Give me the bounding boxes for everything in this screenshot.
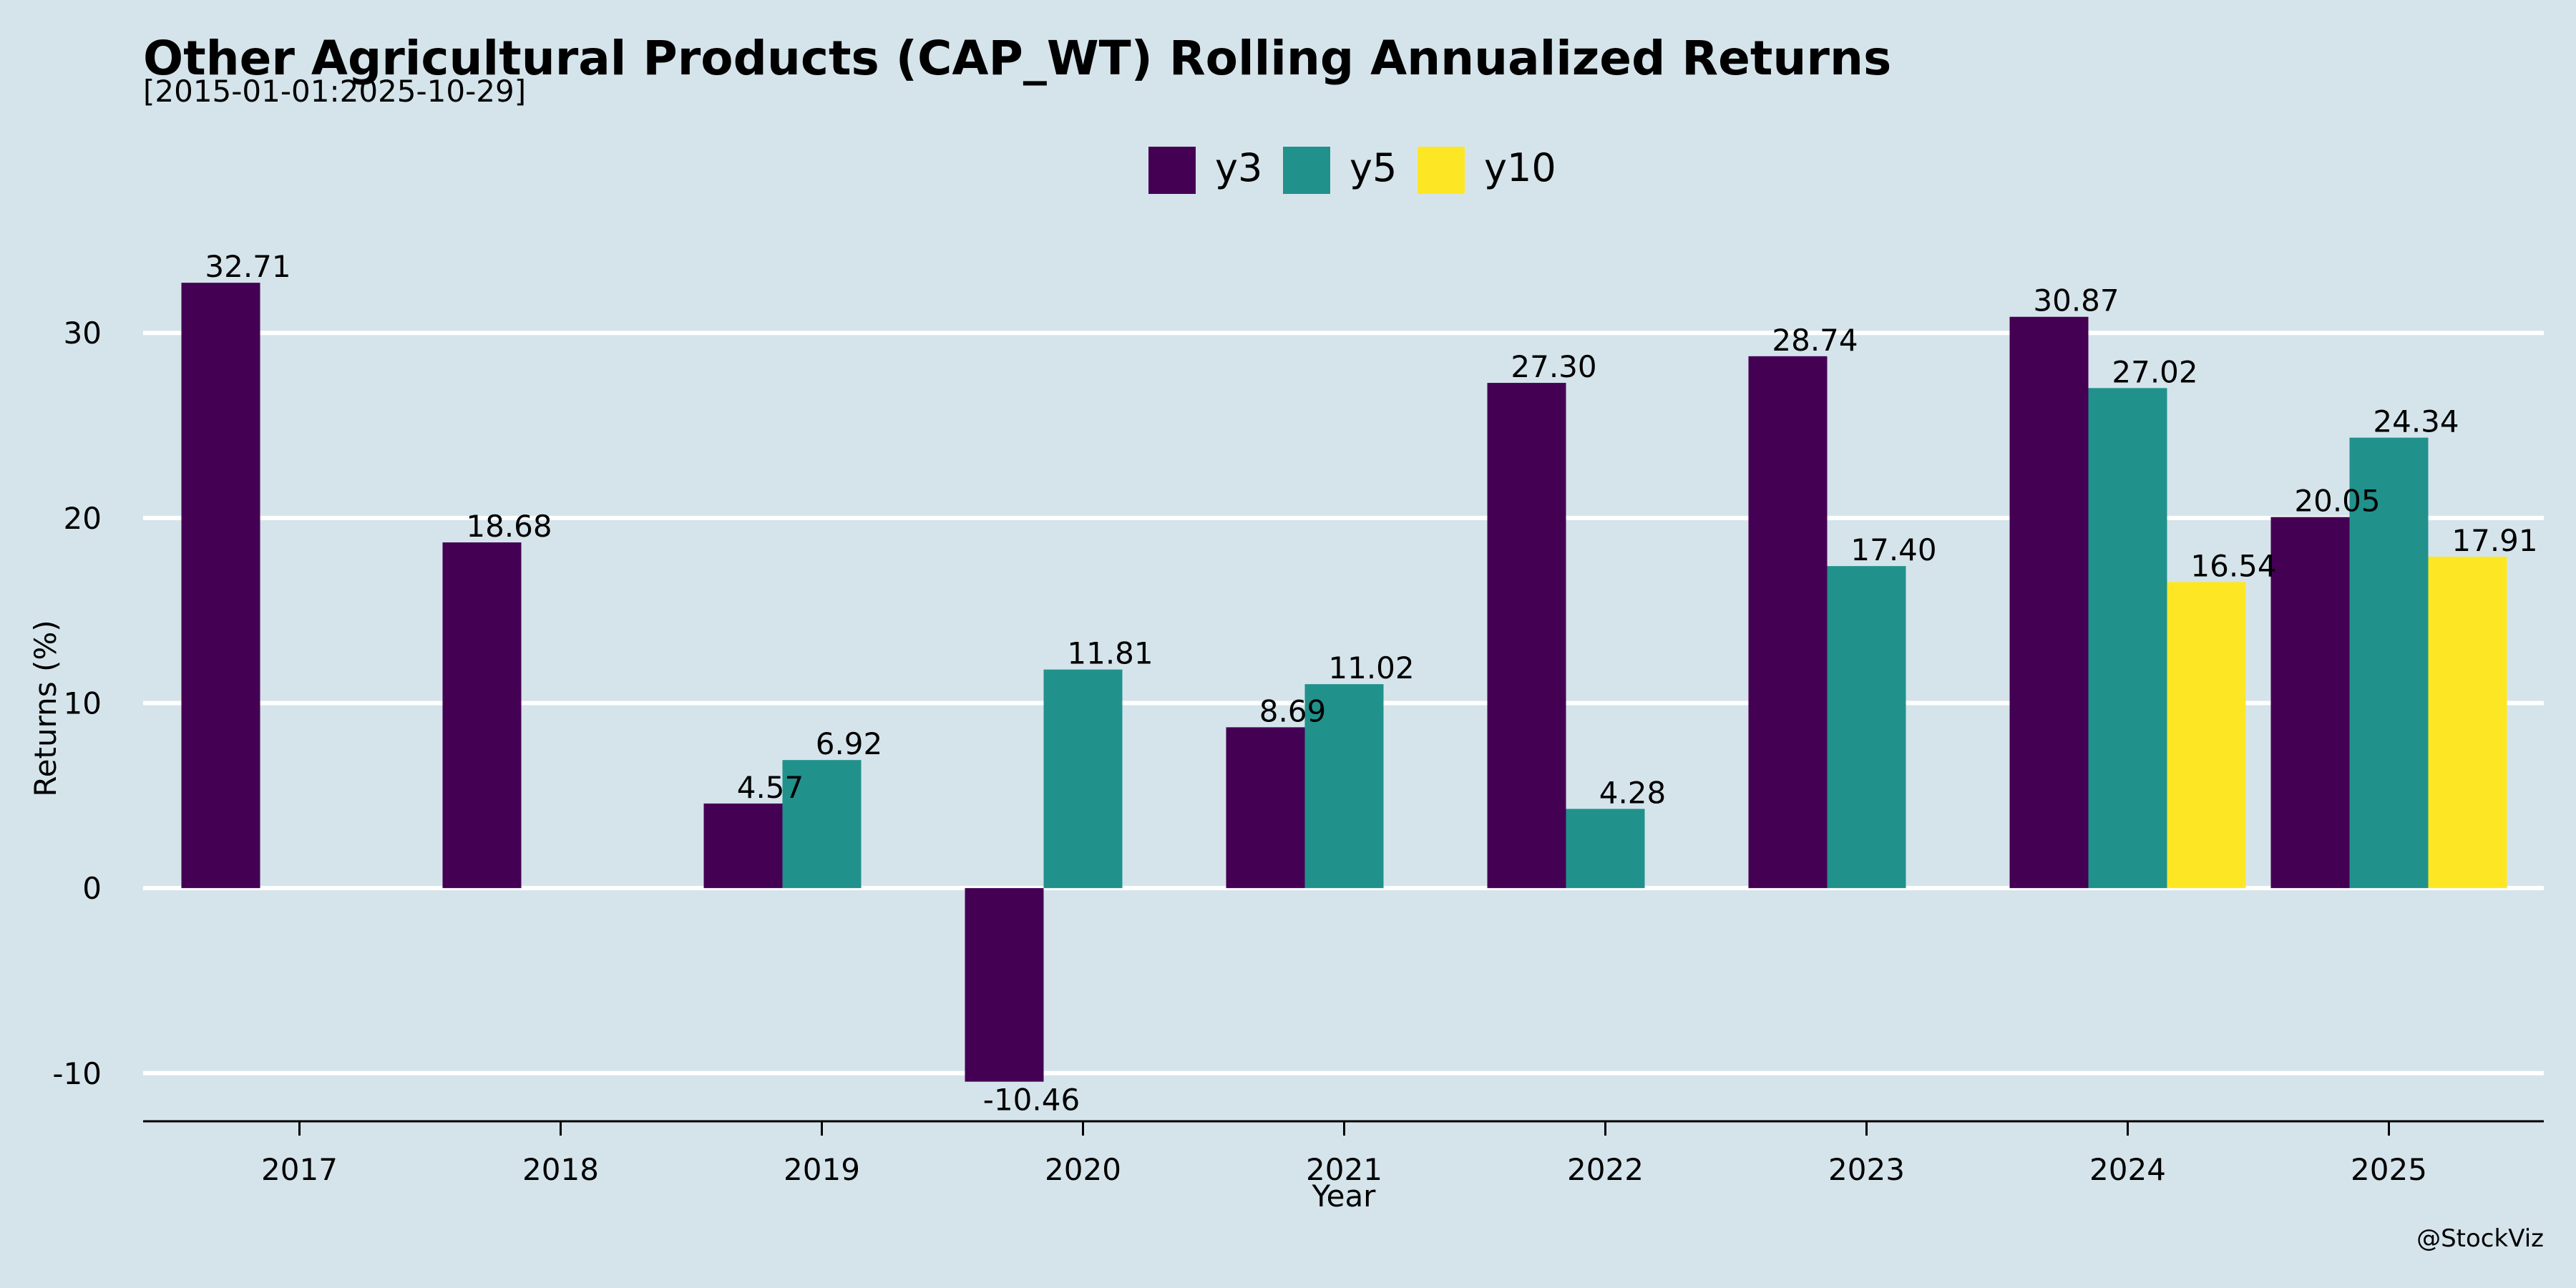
chart-subtitle: [2015-01-01:2025-10-29] bbox=[143, 74, 526, 109]
y-axis-label: Returns (%) bbox=[28, 620, 63, 796]
x-tick-label: 2020 bbox=[1045, 1152, 1121, 1187]
bar-y3-2025 bbox=[2270, 517, 2350, 889]
bar-y3-2021 bbox=[1226, 727, 1305, 889]
x-axis-label: Year bbox=[1312, 1179, 1377, 1214]
legend-label-y3: y3 bbox=[1215, 145, 1262, 190]
data-label-y3-2023: 28.74 bbox=[1772, 323, 1858, 358]
data-label-y5-2021: 11.02 bbox=[1328, 650, 1414, 686]
y-tick-label: 0 bbox=[82, 871, 102, 906]
x-tick-label: 2018 bbox=[522, 1152, 599, 1187]
data-label-y3-2022: 27.30 bbox=[1511, 349, 1596, 384]
chart-title: Other Agricultural Products (CAP_WT) Rol… bbox=[143, 31, 1891, 86]
data-label-y10-2024: 16.54 bbox=[2190, 548, 2276, 583]
data-label-y5-2024: 27.02 bbox=[2112, 354, 2197, 389]
legend-label-y10: y10 bbox=[1484, 145, 1556, 190]
legend-item-y10: y10 bbox=[1418, 145, 1556, 194]
legend-label-y5: y5 bbox=[1350, 145, 1397, 190]
bar-y3-2020 bbox=[965, 888, 1044, 1082]
bar-y5-2022 bbox=[1566, 809, 1645, 889]
data-label-y3-2017: 32.71 bbox=[205, 249, 291, 284]
data-label-y5-2022: 4.28 bbox=[1599, 775, 1667, 810]
y-axis: -10 0 10 20 30 bbox=[52, 316, 102, 1091]
bar-y3-2022 bbox=[1487, 383, 1566, 889]
x-tick-label: 2025 bbox=[2351, 1152, 2427, 1187]
legend-item-y5: y5 bbox=[1283, 145, 1397, 194]
y-tick-label: -10 bbox=[52, 1056, 102, 1091]
legend-item-y3: y3 bbox=[1148, 145, 1262, 194]
x-tick-label: 2021 bbox=[1306, 1152, 1382, 1187]
y-tick-label: 30 bbox=[64, 316, 102, 351]
data-label-y3-2024: 30.87 bbox=[2033, 283, 2119, 318]
legend-swatch-y10 bbox=[1418, 147, 1465, 194]
data-label-y3-2020: -10.46 bbox=[983, 1083, 1080, 1118]
data-label-y3-2021: 8.69 bbox=[1259, 693, 1327, 728]
bar-y5-2023 bbox=[1827, 566, 1906, 889]
bar-y5-2021 bbox=[1304, 684, 1384, 889]
bar-y3-2024 bbox=[2009, 316, 2089, 889]
bar-y5-2019 bbox=[782, 760, 862, 889]
data-label-y5-2019: 6.92 bbox=[816, 726, 883, 761]
y-tick-label: 20 bbox=[64, 501, 102, 536]
data-label-y3-2025: 20.05 bbox=[2294, 484, 2380, 519]
bar-y5-2025 bbox=[2349, 437, 2429, 889]
data-label-y3-2018: 18.68 bbox=[466, 509, 552, 544]
bar-y5-2024 bbox=[2088, 388, 2167, 889]
legend-swatch-y3 bbox=[1148, 147, 1196, 194]
x-tick-label: 2022 bbox=[1567, 1152, 1644, 1187]
data-label-y5-2020: 11.81 bbox=[1067, 636, 1153, 671]
bar-y3-2019 bbox=[703, 803, 783, 889]
bar-y3-2017 bbox=[181, 283, 260, 889]
bars bbox=[181, 283, 2507, 1082]
x-tick-label: 2019 bbox=[784, 1152, 860, 1187]
x-axis: 2017 2018 2019 2020 2021 2022 2023 2024 2025 bbox=[143, 1120, 2544, 1187]
bar-y3-2023 bbox=[1748, 356, 1828, 889]
bar-y5-2020 bbox=[1043, 669, 1123, 889]
x-tick-label: 2024 bbox=[2089, 1152, 2166, 1187]
credit-text: @StockViz bbox=[2416, 1224, 2544, 1253]
data-label-y5-2025: 24.34 bbox=[2373, 404, 2459, 439]
data-label-y10-2025: 17.91 bbox=[2451, 523, 2537, 558]
bar-y10-2025 bbox=[2428, 556, 2507, 889]
bar-y10-2024 bbox=[2167, 582, 2246, 889]
data-label-y3-2019: 4.57 bbox=[737, 770, 804, 805]
y-tick-label: 10 bbox=[64, 686, 102, 721]
legend-swatch-y5 bbox=[1283, 147, 1330, 194]
legend: y3 y5 y10 bbox=[1148, 145, 1556, 194]
x-tick-label: 2017 bbox=[261, 1152, 338, 1187]
bar-y3-2018 bbox=[442, 542, 522, 889]
x-tick-label: 2023 bbox=[1828, 1152, 1905, 1187]
data-label-y5-2023: 17.40 bbox=[1850, 532, 1936, 567]
